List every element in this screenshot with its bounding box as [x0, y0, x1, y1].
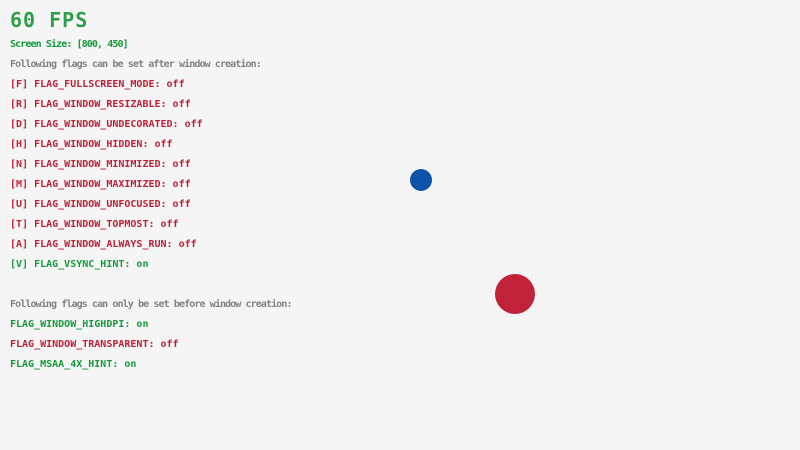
- flag-window-topmost: [T] FLAG_WINDOW_TOPMOST: off: [10, 219, 179, 230]
- flag-window-minimized: [N] FLAG_WINDOW_MINIMIZED: off: [10, 159, 191, 170]
- flag-window-undecorated: [D] FLAG_WINDOW_UNDECORATED: off: [10, 119, 203, 130]
- fps-counter: 60 FPS: [10, 8, 89, 32]
- flag-window-hidden: [H] FLAG_WINDOW_HIDDEN: off: [10, 139, 173, 150]
- flag-fullscreen-mode: [F] FLAG_FULLSCREEN_MODE: off: [10, 79, 185, 90]
- flag-vsync-hint: [V] FLAG_VSYNC_HINT: on: [10, 259, 149, 270]
- red-ball: [495, 274, 535, 314]
- blue-ball: [410, 169, 432, 191]
- section-header-before-creation: Following flags can only be set before w…: [10, 299, 293, 310]
- flag-window-resizable: [R] FLAG_WINDOW_RESIZABLE: off: [10, 99, 191, 110]
- flag-msaa-4x-hint: FLAG_MSAA_4X_HINT: on: [10, 359, 137, 370]
- flag-window-always-run: [A] FLAG_WINDOW_ALWAYS_RUN: off: [10, 239, 197, 250]
- section-header-after-creation: Following flags can be set after window …: [10, 59, 262, 70]
- flag-window-maximized: [M] FLAG_WINDOW_MAXIMIZED: off: [10, 179, 191, 190]
- screen-size-label: Screen Size: [800, 450]: [10, 39, 129, 50]
- flag-window-transparent: FLAG_WINDOW_TRANSPARENT: off: [10, 339, 179, 350]
- flag-window-highdpi: FLAG_WINDOW_HIGHDPI: on: [10, 319, 149, 330]
- flag-window-unfocused: [U] FLAG_WINDOW_UNFOCUSED: off: [10, 199, 191, 210]
